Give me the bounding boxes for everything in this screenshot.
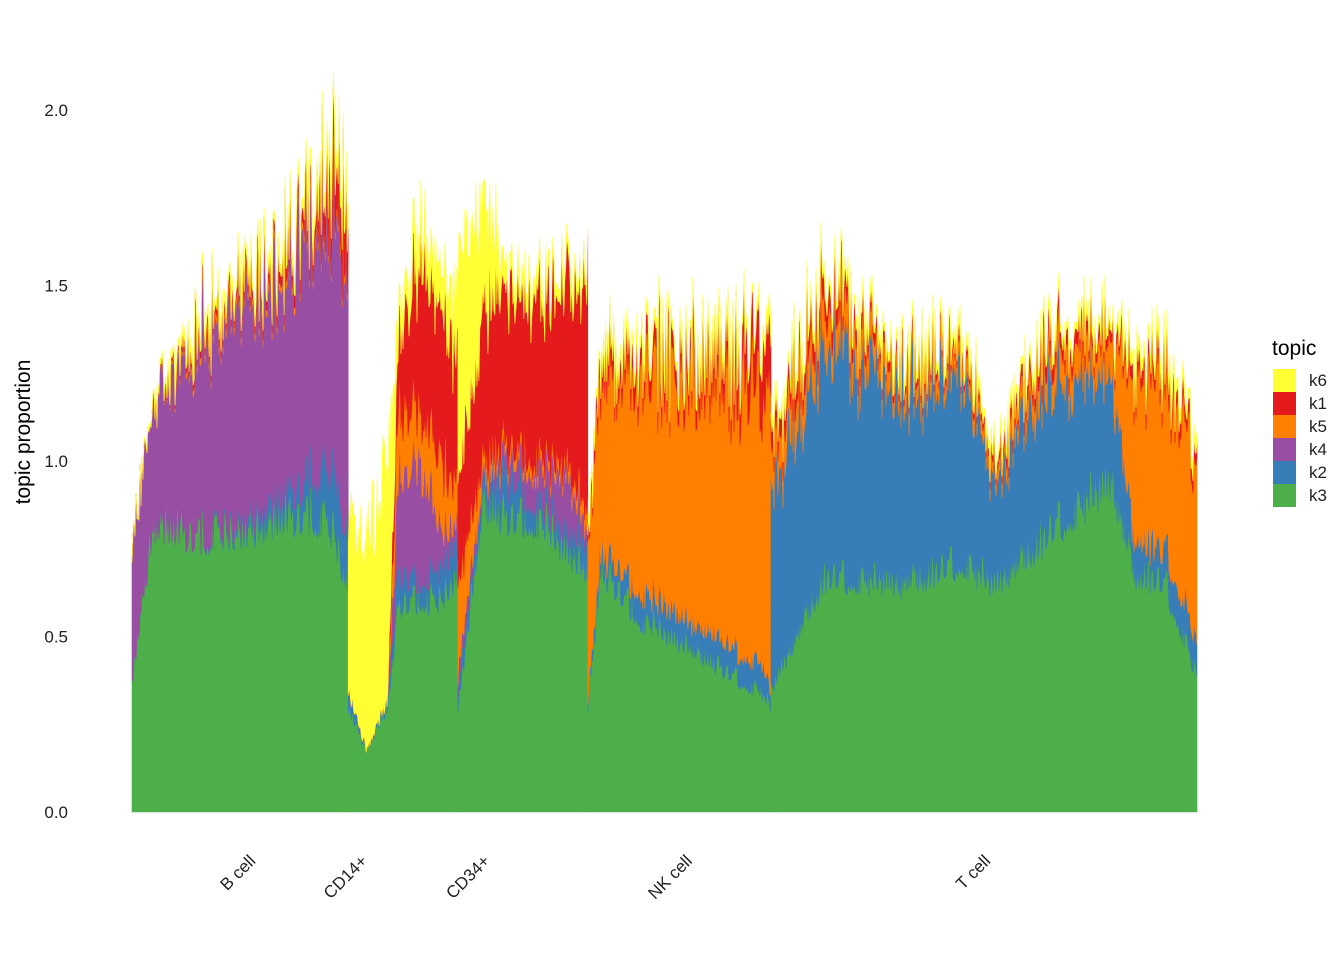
group-cd34- [457,178,589,813]
y-tick-label: 2.0 [44,101,68,120]
legend-swatch-k6 [1273,369,1296,392]
layer-k6-cd14- [347,179,459,753]
group-t-cell [770,222,1198,813]
y-tick-label: 0.5 [44,628,68,647]
x-tick-label: B cell [216,851,259,894]
legend-label-k6: k6 [1309,371,1327,390]
x-tick-label: T cell [952,851,994,893]
legend-label-k1: k1 [1309,394,1327,413]
x-tick-label: NK cell [644,851,696,903]
plot-area [131,73,1198,813]
group-nk-cell [587,268,772,813]
x-tick-label: CD14+ [320,851,371,902]
legend-swatch-k4 [1273,438,1296,461]
y-axis-title: topic proportion [12,360,35,505]
group-cd14- [347,179,459,813]
legend-items: k6 k1 k5 k4 k2 k3 [1273,369,1327,507]
legend-swatch-k3 [1273,484,1296,507]
legend-swatch-k1 [1273,392,1296,415]
y-tick-label: 0.0 [44,803,68,822]
layer-k6-cd34- [457,178,589,484]
layer-k6-nk-cell [587,268,772,536]
group-b-cell [131,73,349,813]
legend-label-k3: k3 [1309,486,1327,505]
y-tick-label: 1.0 [44,452,68,471]
x-axis: B cell CD14+ CD34+ NK cell T cell [216,851,994,903]
legend: topic k6 k1 k5 k4 k2 k3 [1272,337,1327,507]
legend-label-k4: k4 [1309,440,1327,459]
layer-k6-t-cell [770,222,1198,483]
layer-k6-b-cell [131,73,349,563]
legend-swatch-k5 [1273,415,1296,438]
legend-label-k5: k5 [1309,417,1327,436]
legend-label-k2: k2 [1309,463,1327,482]
legend-swatch-k2 [1273,461,1296,484]
y-tick-label: 1.5 [44,277,68,296]
legend-title: topic [1272,337,1316,360]
y-axis: 0.0 0.5 1.0 1.5 2.0 [44,101,68,822]
x-tick-label: CD34+ [442,851,493,902]
